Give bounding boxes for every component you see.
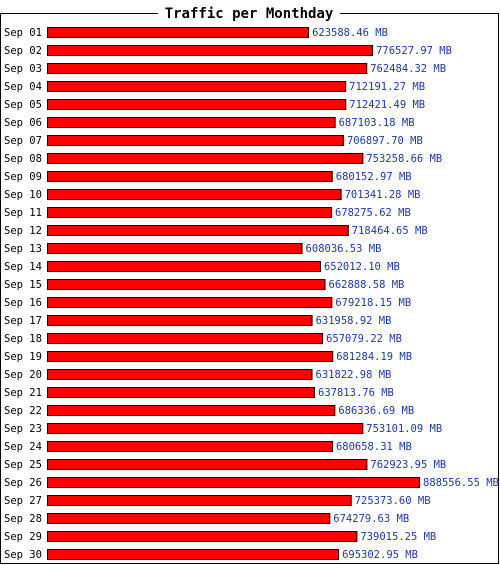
value-label: 725373.60 MB [355, 495, 431, 507]
day-label: Sep 11 [4, 207, 42, 219]
day-label: Sep 18 [4, 333, 42, 345]
traffic-bar [47, 477, 420, 488]
traffic-bar [47, 45, 374, 56]
traffic-bar [47, 27, 310, 38]
traffic-bar [47, 117, 336, 128]
traffic-bar [47, 99, 347, 110]
value-label: 762923.95 MB [370, 459, 446, 471]
day-label: Sep 23 [4, 423, 42, 435]
traffic-bar [47, 423, 364, 434]
traffic-bar [47, 207, 332, 218]
traffic-bar [47, 189, 342, 200]
value-label: 687103.18 MB [339, 117, 415, 129]
value-label: 674279.63 MB [333, 513, 409, 525]
day-label: Sep 22 [4, 405, 42, 417]
day-label: Sep 09 [4, 171, 42, 183]
value-label: 608036.53 MB [306, 243, 382, 255]
traffic-bar [47, 261, 321, 272]
traffic-bar [47, 171, 333, 182]
day-label: Sep 06 [4, 117, 42, 129]
day-label: Sep 04 [4, 81, 42, 93]
day-label: Sep 07 [4, 135, 42, 147]
traffic-bar [47, 387, 316, 398]
day-label: Sep 24 [4, 441, 42, 453]
value-label: 678275.62 MB [335, 207, 411, 219]
chart-title: Traffic per Monthday [165, 6, 334, 22]
traffic-bar [47, 297, 333, 308]
day-label: Sep 27 [4, 495, 42, 507]
traffic-bar [47, 441, 333, 452]
value-label: 712421.49 MB [349, 99, 425, 111]
day-label: Sep 19 [4, 351, 42, 363]
day-label: Sep 25 [4, 459, 42, 471]
bar-rows: Sep 01 623588.46 MB Sep 02 776527.97 MB Sep … [4, 27, 499, 561]
day-label: Sep 20 [4, 369, 42, 381]
value-label: 718464.65 MB [352, 225, 428, 237]
value-label: 753101.09 MB [366, 423, 442, 435]
value-label: 623588.46 MB [312, 27, 388, 39]
value-label: 680658.31 MB [336, 441, 412, 453]
title-background [158, 4, 340, 22]
traffic-bar [47, 153, 364, 164]
traffic-bar [47, 243, 303, 254]
day-label: Sep 12 [4, 225, 42, 237]
traffic-bar [47, 315, 313, 326]
value-label: 686336.69 MB [338, 405, 414, 417]
day-label: Sep 02 [4, 45, 42, 57]
day-label: Sep 08 [4, 153, 42, 165]
value-label: 776527.97 MB [376, 45, 452, 57]
traffic-bar [47, 531, 358, 542]
day-label: Sep 28 [4, 513, 42, 525]
value-label: 695302.95 MB [342, 549, 418, 561]
value-label: 631822.98 MB [316, 369, 392, 381]
day-label: Sep 03 [4, 63, 42, 75]
value-label: 706897.70 MB [347, 135, 423, 147]
value-label: 712191.27 MB [349, 81, 425, 93]
value-label: 631958.92 MB [316, 315, 392, 327]
day-label: Sep 26 [4, 477, 42, 489]
value-label: 681284.19 MB [336, 351, 412, 363]
day-label: Sep 16 [4, 297, 42, 309]
day-label: Sep 15 [4, 279, 42, 291]
day-label: Sep 01 [4, 27, 42, 39]
day-label: Sep 17 [4, 315, 42, 327]
value-label: 762484.32 MB [370, 63, 446, 75]
traffic-bar [47, 405, 336, 416]
traffic-bar [47, 135, 344, 146]
value-label: 680152.97 MB [336, 171, 412, 183]
day-label: Sep 30 [4, 549, 42, 561]
value-label: 637813.76 MB [318, 387, 394, 399]
day-label: Sep 21 [4, 387, 42, 399]
value-label: 662888.58 MB [329, 279, 405, 291]
traffic-bar [47, 369, 313, 380]
value-label: 701341.28 MB [345, 189, 421, 201]
traffic-bar [47, 549, 340, 560]
day-label: Sep 29 [4, 531, 42, 543]
value-label: 652012.10 MB [324, 261, 400, 273]
value-label: 657079.22 MB [326, 333, 402, 345]
traffic-bar [47, 225, 349, 236]
traffic-bar [47, 279, 326, 290]
day-label: Sep 13 [4, 243, 42, 255]
traffic-bar [47, 351, 334, 362]
traffic-bar [47, 63, 368, 74]
value-label: 888556.55 MB [423, 477, 499, 489]
value-label: 679218.15 MB [335, 297, 411, 309]
value-label: 753258.66 MB [366, 153, 442, 165]
traffic-bar [47, 495, 352, 506]
value-label: 739015.25 MB [360, 531, 436, 543]
traffic-bar [47, 513, 331, 524]
traffic-bar [47, 81, 347, 92]
day-label: Sep 14 [4, 261, 42, 273]
day-label: Sep 10 [4, 189, 42, 201]
traffic-bar [47, 333, 324, 344]
traffic-bar [47, 459, 368, 470]
day-label: Sep 05 [4, 99, 42, 111]
